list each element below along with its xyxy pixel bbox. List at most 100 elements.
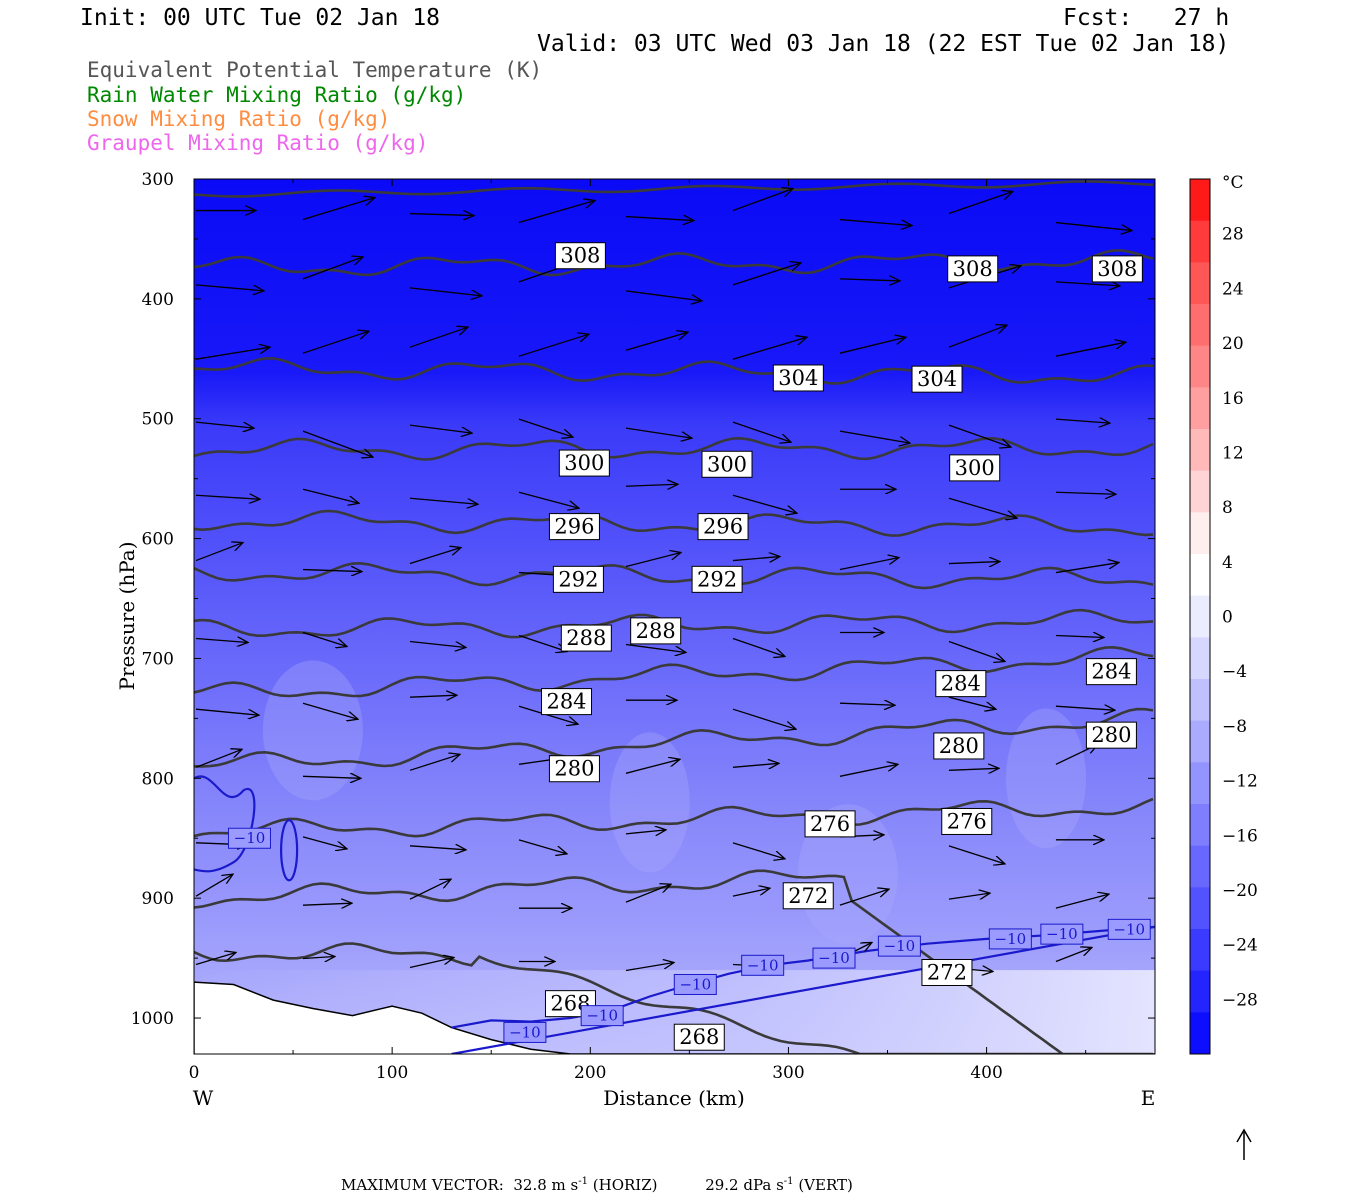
wind-vector [948,325,1007,348]
theta-e-label: 284 [541,688,593,716]
x-tick-label: 0 [189,1063,200,1083]
y-tick-label: 300 [142,170,174,190]
theta-e-label-text: 272 [927,960,967,984]
wind-vector [302,776,361,778]
wind-vector [1055,635,1104,637]
theta-e-label-box [554,242,606,270]
x-tick-label: 200 [574,1063,606,1083]
wind-vector [839,703,895,705]
wind-vector [839,430,910,443]
temperature-label-text: −10 [679,975,711,993]
wind-vector [409,327,468,348]
theta-e-label-box [552,565,604,593]
theta-e-label-text: 276 [947,809,987,833]
colorbar-segment [1190,1012,1210,1055]
wind-vector [732,763,779,767]
theta-e-label: 308 [1091,255,1143,283]
temperature-label-box [673,973,717,995]
temperature-label: −10 [741,954,785,976]
wind-vector [839,279,900,281]
wind-vector [195,749,242,768]
wind-vector [518,201,595,224]
theta-e-label-text: 308 [953,257,993,281]
wind-vector [625,290,702,301]
wind-vector [195,708,259,715]
theta-e-label: 288 [630,617,682,645]
theta-e-label-box [804,810,856,838]
theta-e-label: 300 [701,450,753,478]
temperature-label-box [877,935,921,957]
colorbar-segment [1190,887,1210,930]
legend-rain: Rain Water Mixing Ratio (g/kg) [87,83,467,107]
temperature-label-text: −10 [818,949,850,967]
wind-vector [839,558,899,571]
wind-vector [625,962,674,972]
wind-vector [839,337,906,354]
colorbar-segment [1190,595,1210,638]
wind-vector [625,217,694,221]
wind-vector [409,424,472,433]
theta-e-label-text: 304 [778,366,818,390]
theta-e-label: 288 [560,624,612,652]
max-vector-label: MAXIMUM VECTOR: [341,1176,504,1194]
theta-e-label-box [558,449,610,477]
temperature-label-text: −10 [1113,920,1145,938]
theta-e-label: 272 [921,958,973,986]
theta-e-label-text: 272 [788,884,828,908]
colorbar-frame [1189,178,1211,1055]
temperature-label-box [1040,923,1084,945]
temperature-label-text: −10 [586,1007,618,1025]
colorbar-segment [1190,512,1210,555]
theta-e-label: 300 [558,449,610,477]
theta-e-label-box [921,958,973,986]
temperature-label-box [741,954,785,976]
theta-e-label-text: 300 [955,456,995,480]
wind-vector [839,889,889,906]
colorbar-segment [1190,387,1210,430]
vert-unit: (VERT) [793,1176,853,1194]
theta-e-label-box [935,670,987,698]
wind-vector [948,192,1013,215]
theta-e-contour-296 [194,509,1154,537]
temperature-label: −10 [1040,923,1084,945]
terrain [194,981,1155,1054]
wind-vector [1055,706,1115,710]
wind-vector [409,846,466,850]
theta-e-label-box [911,365,963,393]
wind-vector [409,497,478,504]
theta-e-label-text: 300 [564,451,604,475]
wind-vector [732,637,785,656]
y-tick-label: 1000 [131,1009,174,1029]
temperature-label-text: −10 [1046,925,1078,943]
wind-vector [948,562,1000,564]
forecast-hour: Fcst: 27 h [1063,5,1230,31]
x-tick-label: 100 [376,1063,408,1083]
temperature-label: −10 [673,973,717,995]
colorbar-segment [1190,720,1210,763]
theta-e-label: 280 [1085,721,1137,749]
wind-vector [302,488,359,503]
colorbar-segment [1190,929,1210,972]
wind-vector [948,893,990,900]
wind-vector [409,548,461,565]
wind-vector [409,214,474,216]
temperature-label-box [503,1021,547,1043]
legend-snow: Snow Mixing Ratio (g/kg) [87,107,391,131]
wind-vector [195,421,254,428]
wind-vector [518,491,579,508]
theta-e-label-box [673,1023,725,1051]
shading-patch [1006,708,1087,849]
y-tick-label: 900 [142,889,174,909]
west-label: W [193,1086,214,1110]
temperature-label-box [988,928,1032,950]
wind-vector [195,347,270,360]
wind-vector [732,842,785,859]
theta-e-contour-292 [194,561,1154,590]
wind-vector [839,764,898,777]
wind-vector [732,494,797,513]
east-label: E [1141,1086,1156,1110]
theta-e-label-box [1085,658,1137,686]
theta-e-label-box [772,364,824,392]
theta-e-label-box [1085,721,1137,749]
wind-vector [625,332,688,351]
